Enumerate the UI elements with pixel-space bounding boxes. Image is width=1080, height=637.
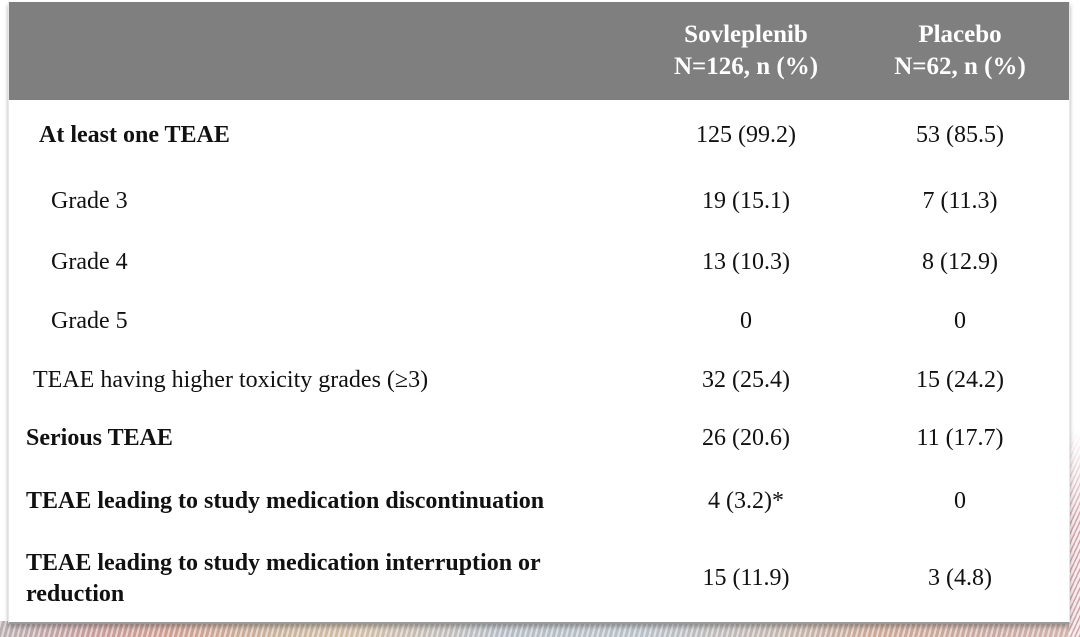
sovleplenib-value: 26 (20.6): [702, 424, 790, 451]
row-label: Serious TEAE: [26, 424, 173, 451]
table-row-higher-toxicity-grades: TEAE having higher toxicity grades (≥3) …: [9, 351, 1069, 409]
placebo-header-name: Placebo: [918, 21, 1002, 48]
sovleplenib-value: 125 (99.2): [696, 121, 796, 148]
placebo-value: 0: [954, 307, 966, 334]
sovleplenib-value: 4 (3.2)*: [708, 487, 784, 514]
row-label: TEAE leading to study medication discont…: [26, 487, 545, 514]
placebo-value: 53 (85.5): [916, 121, 1004, 148]
sovleplenib-header-n: N=126, n (%): [673, 53, 819, 80]
placebo-value: 11 (17.7): [916, 424, 1004, 451]
bottom-stripe-decoration: [0, 621, 1080, 637]
column-header-placebo: Placebo N=62, n (%): [851, 19, 1069, 83]
placebo-value: 8 (12.9): [922, 248, 998, 275]
table-header-row: Sovleplenib N=126, n (%) Placebo N=62, n…: [9, 2, 1069, 100]
table-row-serious-teae: Serious TEAE 26 (20.6) 11 (17.7): [9, 409, 1069, 467]
table-row-grade-4: Grade 4 13 (10.3) 8 (12.9): [9, 233, 1069, 291]
row-label: Grade 4: [51, 248, 128, 275]
table-row-teae-discontinuation: TEAE leading to study medication discont…: [9, 467, 1069, 535]
row-label: Grade 3: [51, 188, 128, 214]
sovleplenib-value: 32 (25.4): [702, 366, 790, 393]
row-label: TEAE leading to study medication interru…: [26, 549, 541, 607]
sovleplenib-value: 13 (10.3): [702, 248, 790, 275]
placebo-value: 0: [954, 487, 966, 514]
sovleplenib-value: 15 (11.9): [702, 565, 790, 591]
teae-table-card: Sovleplenib N=126, n (%) Placebo N=62, n…: [8, 2, 1070, 624]
sovleplenib-value: 0: [740, 307, 752, 334]
table-row-grade-5: Grade 5 0 0: [9, 291, 1069, 351]
sovleplenib-value: 19 (15.1): [702, 188, 790, 214]
placebo-value: 3 (4.8): [928, 565, 992, 591]
sovleplenib-header-name: Sovleplenib: [684, 21, 808, 48]
column-header-sovleplenib: Sovleplenib N=126, n (%): [641, 19, 851, 83]
table-row-teae-interruption-reduction: TEAE leading to study medication interru…: [9, 535, 1069, 622]
table-row-grade-3: Grade 3 19 (15.1) 7 (11.3): [9, 170, 1069, 233]
row-label: At least one TEAE: [39, 121, 230, 148]
row-label: Grade 5: [51, 307, 128, 334]
placebo-value: 15 (24.2): [916, 366, 1004, 393]
table-row-at-least-one-teae: At least one TEAE 125 (99.2) 53 (85.5): [9, 100, 1069, 170]
right-stripe-decoration: [1069, 430, 1080, 637]
placebo-value: 7 (11.3): [922, 188, 998, 214]
placebo-header-n: N=62, n (%): [894, 53, 1026, 80]
row-label: TEAE having higher toxicity grades (≥3): [33, 366, 429, 393]
